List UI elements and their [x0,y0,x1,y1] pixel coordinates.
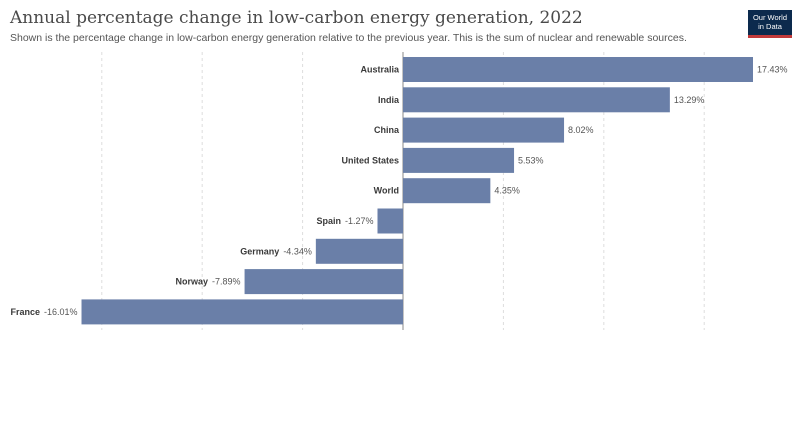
owid-logo[interactable]: Our World in Data [748,10,792,38]
value-label: 4.35% [494,186,520,196]
value-label: 8.02% [568,125,594,135]
labels-layer: Australia 17.43% India 13.29% China 8.02% Unit… [10,65,787,317]
value-label: -4.34% [283,246,312,256]
category-label: Spain [316,216,341,226]
bar-world[interactable] [403,178,491,204]
value-label: 5.53% [518,155,544,165]
category-label: United States [341,155,399,165]
bar-australia[interactable] [403,57,753,82]
bars-layer [81,57,753,325]
value-label: -16.01% [44,307,78,317]
value-label: 17.43% [757,65,788,75]
category-label: France [10,307,40,317]
category-label: India [378,95,400,105]
bar-india[interactable] [403,87,670,113]
bar-norway[interactable] [244,269,403,295]
bar-spain[interactable] [377,208,403,234]
value-label: -1.27% [345,216,374,226]
category-label: Germany [240,246,279,256]
category-label: Norway [176,277,209,287]
logo-line-2: in Data [758,21,782,31]
category-label: China [374,125,400,135]
category-label: Australia [360,65,400,75]
bar-china[interactable] [403,117,565,143]
value-label: 13.29% [674,95,705,105]
bar-united-states[interactable] [403,147,515,173]
bar-france[interactable] [81,299,404,325]
bar-germany[interactable] [315,238,403,264]
chart-title: Annual percentage change in low-carbon e… [10,8,583,28]
logo-line-1: Our World [752,13,788,22]
value-label: -7.89% [212,277,241,287]
category-label: World [374,186,399,196]
chart-subtitle: Shown is the percentage change in low-ca… [10,32,687,44]
